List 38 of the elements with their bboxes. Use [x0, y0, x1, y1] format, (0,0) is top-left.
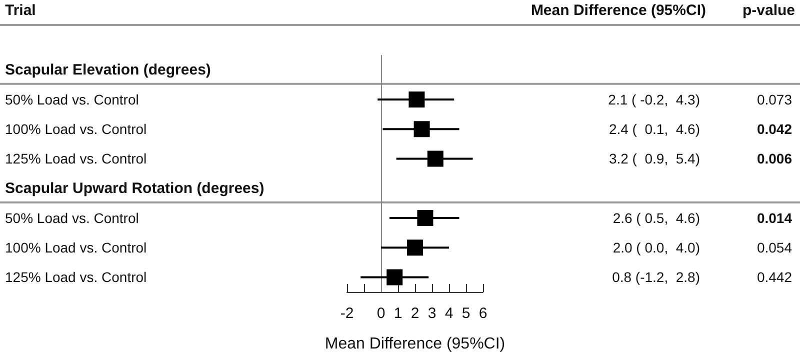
x-tick-label: -2: [340, 305, 354, 322]
x-tick-label: 2: [410, 305, 420, 322]
text: p-value: [742, 2, 795, 19]
data-label: 2.6 ( 0.5, 4.6): [612, 210, 700, 226]
data-label: 0.8 (-1.2, 2.8): [612, 269, 700, 286]
data-label: 2.0 ( 0.0, 4.0): [612, 240, 700, 256]
y-tick-label: 125% Load vs. Control: [5, 269, 147, 286]
x-tick-label: 1: [394, 305, 402, 322]
text: 0.054: [756, 240, 792, 256]
x-tick-label: 5: [462, 305, 470, 322]
text: Mean Difference (95%CI): [530, 2, 706, 19]
point: [427, 150, 444, 167]
y-tick-label: 125% Load vs. Control: [5, 150, 147, 167]
y-tick-label: 100% Load vs. Control: [5, 121, 147, 138]
x-tick-label: 4: [444, 305, 454, 322]
point: [408, 91, 425, 108]
text: 0.073: [756, 91, 792, 108]
y-tick-label: Scapular Upward Rotation (degrees): [5, 180, 264, 197]
y-axis-title: Trial: [5, 2, 36, 19]
y-tick-label: Scapular Elevation (degrees): [5, 61, 211, 78]
data-label: 2.1 ( -0.2, 4.3): [608, 91, 700, 108]
point: [407, 240, 423, 256]
text: 0.014: [756, 210, 792, 226]
data-label: 2.4 ( 0.1, 4.6): [608, 121, 700, 138]
point: [386, 269, 403, 286]
y-tick-label: 100% Load vs. Control: [5, 240, 147, 256]
text: 0.006: [756, 150, 792, 167]
x-tick-label: 6: [478, 305, 488, 322]
x-tick-label: 3: [428, 305, 436, 322]
y-tick-label: 50% Load vs. Control: [5, 91, 139, 108]
y-tick-label: 50% Load vs. Control: [5, 210, 139, 226]
point: [417, 210, 434, 226]
text: 0.442: [756, 269, 792, 286]
x-tick-label: 0: [376, 305, 386, 322]
text: 0.042: [756, 121, 792, 138]
point: [414, 121, 430, 138]
x-axis-title: Mean Difference (95%CI): [324, 336, 506, 352]
data-label: 3.2 ( 0.9, 5.4): [608, 150, 700, 167]
